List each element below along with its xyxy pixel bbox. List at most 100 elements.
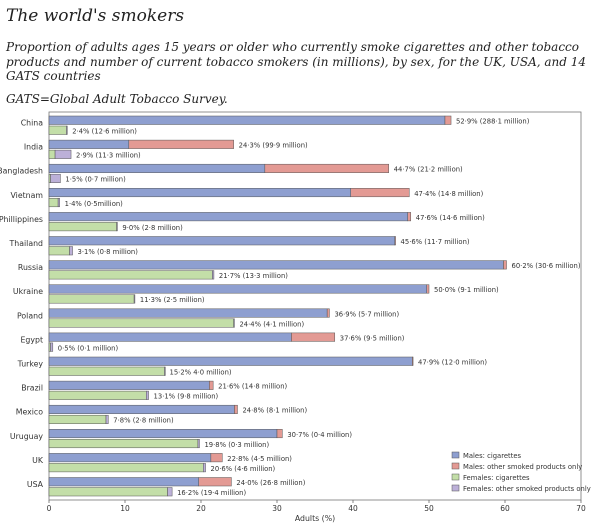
bar-female-other-turkey	[164, 366, 166, 376]
legend-label-2: Males: other smoked products only	[463, 463, 582, 471]
bar-male-other-egypt	[291, 332, 336, 342]
country-label-mexico: Mexico	[16, 408, 43, 417]
bar-male-other-phillippines	[407, 212, 412, 222]
bar-female-cigarettes-usa	[48, 487, 168, 497]
data-label-female-phillippines: 9·0% (2·8 million)	[122, 224, 183, 232]
data-label-female-brazil: 13·1% (9·8 million)	[154, 393, 219, 401]
bar-female-other-thailand	[69, 246, 73, 256]
bar-male-other-turkey	[412, 356, 414, 366]
country-label-brazil: Brazil	[21, 384, 43, 393]
data-label-female-bangladesh: 1·5% (0·7 million)	[65, 176, 126, 184]
country-label-vietnam: Vietnam	[11, 191, 44, 200]
data-label-male-vietnam: 47·4% (14·8 million)	[414, 190, 483, 198]
x-axis-label: Adults (%)	[295, 514, 335, 523]
country-label-usa: USA	[27, 480, 44, 489]
data-label-female-turkey: 15·2% 4·0 million)	[170, 369, 232, 377]
bar-male-cigarettes-phillippines	[48, 212, 408, 222]
bar-female-cigarettes-india	[48, 149, 56, 159]
data-label-male-phillippines: 47·6% (14·6 million)	[416, 214, 485, 222]
data-label-male-uk: 22·8% (4·5 million)	[227, 455, 292, 463]
bar-female-other-russia	[212, 270, 215, 280]
bar-male-other-poland	[326, 308, 330, 318]
country-label-bangladesh: Bangladesh	[0, 167, 43, 176]
data-label-female-usa: 16·2% (19·4 million)	[177, 489, 246, 497]
bar-male-other-uruguay	[276, 429, 283, 439]
bar-male-other-uk	[210, 453, 223, 463]
bar-male-other-russia	[503, 260, 507, 270]
data-label-female-india: 2·9% (11·3 million)	[76, 152, 141, 160]
bar-male-other-vietnam	[350, 188, 410, 198]
bar-male-cigarettes-egypt	[48, 332, 292, 342]
chart-title: The world's smokers	[6, 6, 185, 26]
bar-male-other-thailand	[394, 236, 396, 246]
x-tick-label-70: 70	[576, 504, 586, 513]
country-label-india: India	[24, 143, 43, 152]
legend-swatch-2	[451, 462, 460, 470]
country-label-turkey: Turkey	[17, 360, 44, 369]
data-label-male-mexico: 24·8% (8·1 million)	[242, 407, 307, 415]
bar-male-cigarettes-turkey	[48, 356, 413, 366]
bar-male-cigarettes-bangladesh	[48, 163, 266, 173]
bar-male-other-bangladesh	[264, 163, 389, 173]
bar-female-cigarettes-uk	[48, 463, 204, 473]
legend-label-1: Males: cigarettes	[463, 452, 522, 460]
bar-female-other-ukraine	[133, 294, 136, 304]
data-label-male-ukraine: 50·0% (9·1 million)	[434, 286, 499, 294]
plot-frame	[48, 111, 582, 501]
data-label-male-russia: 60·2% (30·6 million)	[512, 262, 581, 270]
bar-female-cigarettes-ukraine	[48, 294, 135, 304]
bar-male-other-brazil	[209, 380, 214, 390]
bar-female-cigarettes-thailand	[48, 246, 70, 256]
bar-male-cigarettes-india	[48, 139, 130, 149]
country-label-egypt: Egypt	[21, 335, 44, 344]
legend-swatch-3	[451, 473, 460, 481]
bar-male-other-india	[128, 139, 234, 149]
bar-female-cigarettes-uruguay	[48, 439, 199, 449]
bar-male-other-usa	[198, 477, 232, 487]
country-label-uk: UK	[32, 456, 44, 465]
bar-male-other-mexico	[234, 404, 238, 414]
data-label-male-india: 24·3% (99·9 million)	[239, 142, 308, 150]
bar-male-cigarettes-brazil	[48, 380, 210, 390]
data-label-female-ukraine: 11·3% (2·5 million)	[140, 296, 205, 304]
data-label-male-brazil: 21·6% (14·8 million)	[218, 383, 287, 391]
x-tick-label-50: 50	[424, 504, 434, 513]
data-label-male-turkey: 47·9% (12·0 million)	[418, 359, 487, 367]
bar-female-other-china	[66, 125, 68, 135]
data-label-female-egypt: 0·5% (0·1 million)	[58, 344, 119, 352]
bar-female-other-india	[54, 149, 72, 159]
bar-male-cigarettes-russia	[48, 260, 504, 270]
data-label-male-poland: 36·9% (5·7 million)	[334, 310, 399, 318]
bar-female-cigarettes-poland	[48, 318, 234, 328]
x-tick-label-20: 20	[196, 504, 206, 513]
bar-female-other-usa	[167, 487, 173, 497]
legend-swatch-4	[451, 484, 460, 492]
country-label-ukraine: Ukraine	[13, 287, 43, 296]
data-label-female-poland: 24·4% (4·1 million)	[239, 320, 304, 328]
chart-note: GATS=Global Adult Tobacco Survey.	[6, 92, 228, 106]
bar-female-other-poland	[233, 318, 235, 328]
country-label-thailand: Thailand	[9, 239, 44, 248]
x-tick-label-60: 60	[500, 504, 510, 513]
bar-female-cigarettes-turkey	[48, 366, 165, 376]
bar-male-cigarettes-poland	[48, 308, 328, 318]
data-label-male-thailand: 45·6% (11·7 million)	[401, 238, 470, 246]
bar-male-cigarettes-thailand	[48, 236, 396, 246]
country-label-china: China	[21, 119, 43, 128]
country-label-russia: Russia	[18, 263, 43, 272]
bar-male-cigarettes-uruguay	[48, 429, 278, 439]
legend-label-3: Females: cigarettes	[463, 474, 530, 482]
bar-female-cigarettes-vietnam	[48, 198, 59, 208]
bar-female-other-uk	[203, 463, 206, 473]
data-label-male-uruguay: 30·7% (0·4 million)	[287, 431, 352, 439]
data-label-female-vietnam: 1·4% (0·5million)	[65, 200, 124, 208]
data-label-female-russia: 21·7% (13·3 million)	[219, 272, 288, 280]
bar-female-other-uruguay	[197, 439, 200, 449]
legend-label-4: Females: other smoked products only	[463, 485, 591, 493]
bar-female-other-phillippines	[116, 222, 118, 232]
data-label-male-egypt: 37·6% (9·5 million)	[340, 334, 405, 342]
bar-male-cigarettes-china	[48, 115, 446, 125]
bar-female-cigarettes-russia	[48, 270, 213, 280]
x-tick-label-30: 30	[272, 504, 282, 513]
